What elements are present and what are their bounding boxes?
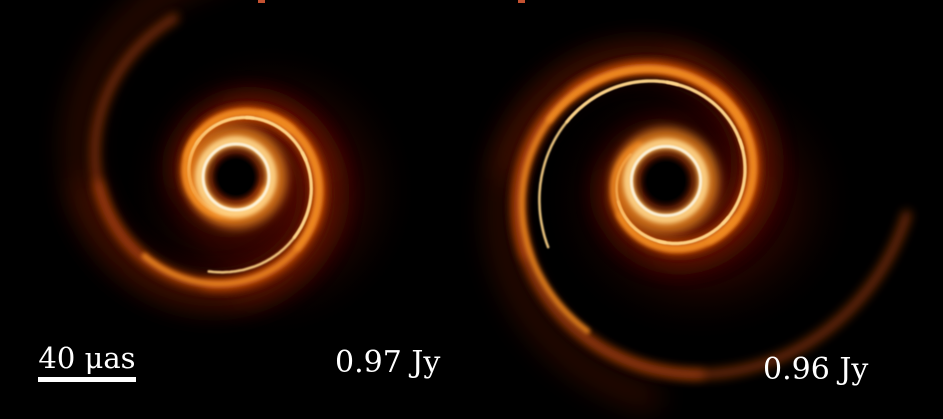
hot-streak (538, 79, 679, 249)
inner-arm (141, 111, 322, 287)
right-flux-label: 0.96 Jy (763, 352, 869, 387)
top-edge-marks (258, 0, 525, 3)
photon-ring-core (201, 142, 271, 212)
right-black-hole-panel (486, 44, 912, 411)
photon-ring-core (629, 144, 703, 218)
scale-bar: 40 μas (38, 344, 136, 382)
left-accretion-spiral (64, 0, 337, 308)
right-shadow (640, 155, 692, 207)
scale-bar-label: 40 μas (38, 341, 136, 375)
photon-ring (623, 138, 709, 224)
left-flux-label: 0.97 Jy (335, 345, 441, 380)
scale-bar-line (38, 377, 136, 382)
photon-ring (195, 136, 277, 218)
left-shadow (212, 153, 260, 201)
inner-arm (518, 65, 746, 334)
right-accretion-spiral (486, 44, 912, 411)
hot-streak (207, 151, 313, 274)
left-black-hole-panel (64, 0, 420, 340)
